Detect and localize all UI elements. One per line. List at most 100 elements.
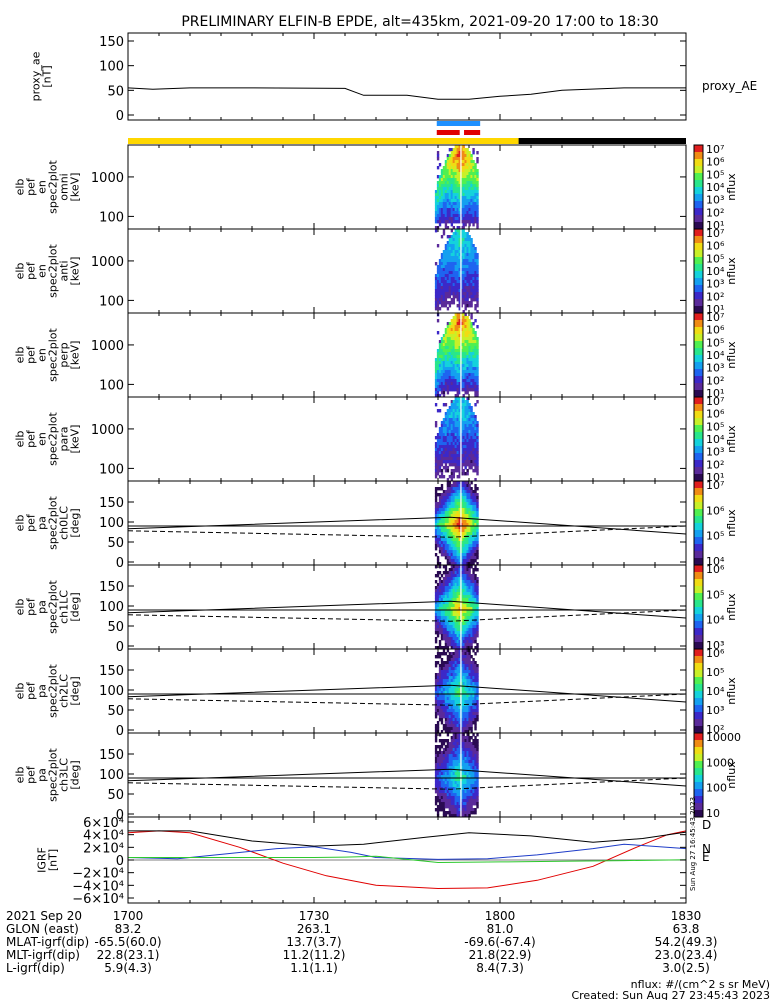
heatmap-cell: [454, 268, 457, 272]
heatmap-cell: [470, 256, 473, 260]
heatmap-cell: [454, 433, 457, 437]
y-tick-label: 100: [99, 210, 124, 225]
heatmap-cell: [438, 532, 442, 536]
heatmap-cell: [440, 484, 444, 488]
heatmap-cell: [462, 175, 465, 179]
heatmap-cell: [458, 385, 461, 389]
heatmap-cell: [464, 220, 467, 224]
colorbar-segment: [694, 491, 703, 496]
heatmap-cell: [436, 601, 440, 605]
y-axis-label-line: pef: [25, 429, 38, 448]
colorbar-segment: [694, 197, 703, 202]
heatmap-cell: [454, 709, 457, 713]
heatmap-cell: [470, 259, 473, 263]
heatmap-cell: [470, 436, 473, 440]
heatmap-cell: [472, 700, 475, 704]
heatmap-cell: [474, 361, 477, 365]
heatmap-cell: [454, 331, 457, 335]
heatmap-cell: [446, 646, 450, 650]
heatmap-cell: [436, 727, 440, 731]
heatmap-cell: [446, 487, 450, 491]
heatmap-cell: [470, 631, 473, 635]
heatmap-cell: [464, 250, 467, 254]
heatmap-cell: [448, 439, 452, 443]
heatmap-cell: [450, 706, 454, 710]
heatmap-cell: [448, 700, 452, 704]
heatmap-cell: [458, 343, 461, 347]
heatmap-cell: [476, 361, 479, 365]
heatmap-cell: [468, 640, 471, 644]
heatmap-cell: [460, 433, 463, 437]
heatmap-cell: [460, 559, 463, 563]
heatmap-cell: [470, 616, 473, 620]
heatmap-cell: [440, 346, 444, 350]
heatmap-cell: [446, 265, 450, 269]
heatmap-cell: [470, 280, 473, 284]
heatmap-cell: [454, 592, 457, 596]
heatmap-cell: [468, 580, 471, 584]
heatmap-cell: [442, 352, 446, 356]
heatmap-cell: [462, 691, 465, 695]
heatmap-cell: [474, 748, 477, 752]
heatmap-cell: [454, 370, 457, 374]
y-tick-label: 100: [99, 600, 124, 615]
heatmap-cell: [472, 715, 475, 719]
heatmap-cell: [466, 634, 469, 638]
heatmap-cell: [460, 463, 463, 467]
heatmap-cell: [440, 763, 444, 767]
heatmap-cell: [456, 592, 459, 596]
heatmap-cell: [470, 373, 473, 377]
heatmap-cell: [462, 241, 465, 245]
heatmap-cell: [440, 364, 444, 368]
heatmap-cell: [472, 286, 475, 290]
heatmap-cell: [444, 700, 448, 704]
heatmap-cell: [462, 787, 465, 791]
heatmap-cell: [470, 514, 473, 518]
heatmap-cell: [454, 535, 457, 539]
colorbar-segment: [694, 726, 703, 730]
heatmap-cell: [462, 688, 465, 692]
heatmap-cell: [448, 184, 452, 188]
heatmap-cell: [460, 745, 463, 749]
heatmap-cell: [446, 439, 450, 443]
heatmap-cell: [470, 499, 473, 503]
heatmap-cell: [466, 463, 469, 467]
heatmap-cell: [462, 232, 465, 236]
heatmap-cell: [450, 643, 454, 647]
heatmap-cell: [474, 283, 477, 287]
heatmap-cell: [466, 580, 469, 584]
heatmap-cell: [476, 679, 479, 683]
heatmap-cell: [448, 766, 452, 770]
heatmap-cell: [444, 601, 448, 605]
colorbar-segment: [694, 603, 703, 608]
heatmap-cell: [438, 163, 442, 167]
heatmap-cell: [450, 337, 454, 341]
heatmap-cell: [450, 661, 454, 665]
heatmap-cell: [468, 694, 471, 698]
heatmap-cell: [454, 502, 457, 506]
heatmap-cell: [472, 370, 475, 374]
heatmap-cell: [450, 586, 454, 590]
heatmap-cell: [466, 712, 469, 716]
heatmap-cell: [466, 415, 469, 419]
heatmap-cell: [452, 487, 456, 491]
heatmap-cell: [452, 403, 456, 407]
heatmap-cell: [454, 160, 457, 164]
heatmap-cell: [438, 508, 442, 512]
loss-cone-line: [127, 684, 687, 703]
heatmap-cell: [458, 403, 461, 407]
heatmap-cell: [452, 580, 456, 584]
heatmap-cell: [440, 805, 444, 809]
heatmap-cell: [456, 529, 459, 533]
heatmap-cell: [470, 538, 473, 542]
heatmap-cell: [442, 814, 446, 818]
y-axis-label-line: spec2plot: [47, 496, 60, 550]
colorbar-label: nflux: [725, 593, 738, 621]
heatmap-cell: [466, 559, 469, 563]
heatmap-cell: [442, 496, 446, 500]
heatmap-cell: [468, 292, 471, 296]
heatmap-cell: [472, 322, 475, 326]
heatmap-cell: [434, 529, 438, 533]
heatmap-cell: [458, 517, 461, 521]
